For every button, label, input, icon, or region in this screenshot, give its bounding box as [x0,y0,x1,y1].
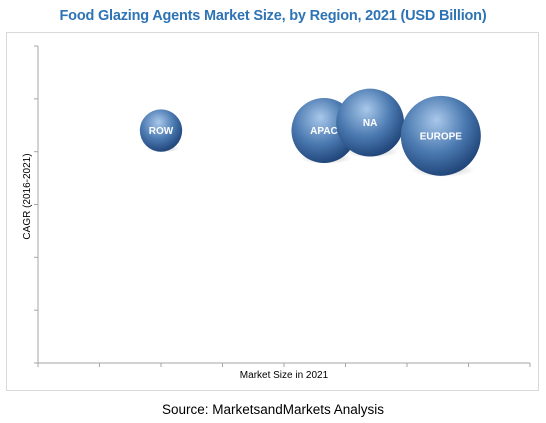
bubble-label-na: NA [363,118,377,129]
source-note: Source: MarketsandMarkets Analysis [161,402,385,417]
x-axis-label: Market Size in 2021 [240,370,329,381]
bubble-europe [400,95,481,176]
y-axis-label: CAGR (2016-2021) [22,153,33,239]
x-ticks [37,363,531,367]
chart-title: Food Glazing Agents Market Size, by Regi… [59,8,487,24]
y-ticks [34,45,38,364]
bubble-label-row: ROW [149,126,174,137]
bubble-label-europe: EUROPE [420,131,463,142]
axes [34,45,531,367]
bubble-row [139,109,183,152]
bubbles: ROW APAC NA EUROPE [139,88,481,178]
bubble-na [336,88,405,157]
chart-frame [6,32,539,391]
bubble-label-apac: APAC [310,126,338,137]
